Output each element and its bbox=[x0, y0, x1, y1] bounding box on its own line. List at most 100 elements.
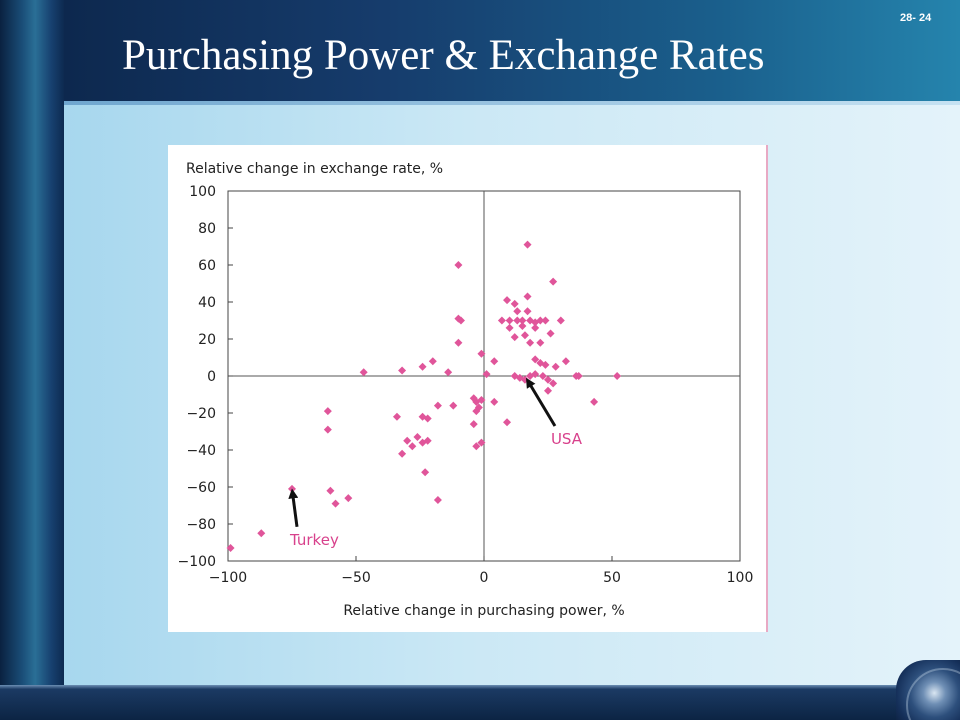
data-point bbox=[541, 316, 550, 325]
slide-number: 28- 24 bbox=[900, 12, 932, 24]
data-point bbox=[477, 396, 486, 405]
data-point bbox=[518, 316, 527, 325]
data-point bbox=[490, 397, 499, 406]
data-point bbox=[538, 372, 547, 380]
annotations: USA Turkey bbox=[288, 377, 583, 549]
data-point bbox=[490, 357, 499, 366]
data-point bbox=[421, 468, 430, 477]
data-point bbox=[444, 368, 453, 377]
data-point bbox=[344, 494, 353, 503]
y-tick-label: 100 bbox=[189, 184, 216, 200]
data-point bbox=[531, 323, 540, 332]
data-point bbox=[561, 357, 570, 366]
data-point bbox=[323, 425, 332, 434]
y-tick-label: 20 bbox=[198, 332, 216, 348]
data-point bbox=[398, 449, 407, 458]
data-point bbox=[536, 338, 545, 347]
y-tick-label: −40 bbox=[186, 443, 216, 459]
data-point bbox=[513, 307, 522, 316]
data-point bbox=[505, 316, 514, 325]
data-point bbox=[546, 329, 555, 338]
data-point bbox=[551, 362, 560, 371]
data-point bbox=[523, 292, 532, 301]
y-tick-label: −20 bbox=[186, 406, 216, 422]
data-point bbox=[544, 375, 552, 384]
data-point bbox=[590, 397, 599, 406]
data-point bbox=[413, 433, 422, 442]
data-point bbox=[513, 316, 522, 325]
y-tick-label: 0 bbox=[207, 369, 216, 385]
x-tick-label: −100 bbox=[209, 570, 247, 586]
x-tick-label: −50 bbox=[341, 570, 371, 586]
y-axis-title: Relative change in exchange rate, % bbox=[186, 161, 443, 177]
scatter-chart: Relative change in exchange rate, % Rela… bbox=[168, 145, 768, 632]
x-tick-label: 0 bbox=[480, 570, 489, 586]
data-point bbox=[403, 436, 412, 445]
data-point bbox=[472, 442, 481, 451]
data-point bbox=[536, 316, 545, 325]
data-point bbox=[549, 277, 558, 286]
data-point bbox=[472, 407, 481, 416]
data-point bbox=[477, 438, 486, 447]
x-tick-label: 100 bbox=[727, 570, 754, 586]
data-point bbox=[226, 544, 235, 553]
left-decorative-bar bbox=[0, 0, 64, 720]
data-point bbox=[518, 322, 527, 331]
annotation-usa-arrow bbox=[525, 377, 557, 427]
y-tick-label: −100 bbox=[178, 554, 216, 570]
annotation-usa-label: USA bbox=[551, 430, 583, 448]
data-point bbox=[541, 360, 550, 369]
data-point bbox=[503, 418, 512, 427]
data-point bbox=[510, 299, 519, 308]
data-point bbox=[469, 420, 478, 429]
data-point bbox=[418, 362, 427, 371]
scatter-chart-svg: Relative change in exchange rate, % Rela… bbox=[178, 161, 754, 619]
data-point bbox=[331, 499, 340, 508]
data-point bbox=[526, 338, 535, 347]
data-point bbox=[544, 386, 552, 395]
x-tick-label: 50 bbox=[603, 570, 621, 586]
x-axis-title: Relative change in purchasing power, % bbox=[343, 603, 624, 619]
data-point bbox=[503, 296, 512, 305]
data-point bbox=[454, 261, 463, 269]
data-point bbox=[449, 401, 458, 410]
data-point bbox=[392, 412, 401, 421]
globe-logo-icon bbox=[896, 660, 960, 720]
y-tick-label: 80 bbox=[198, 221, 216, 237]
annotation-turkey-arrow bbox=[288, 488, 299, 528]
y-tick-label: 40 bbox=[198, 295, 216, 311]
y-tick-label: −60 bbox=[186, 480, 216, 496]
data-point bbox=[433, 401, 442, 410]
data-point bbox=[520, 331, 529, 340]
title-underline bbox=[64, 101, 960, 105]
data-point bbox=[433, 495, 442, 504]
data-point bbox=[549, 379, 558, 388]
zero-lines bbox=[228, 191, 740, 561]
data-point bbox=[454, 338, 463, 347]
data-point bbox=[423, 414, 432, 423]
x-tick-labels: −100 −50 0 50 100 bbox=[209, 556, 754, 586]
data-point bbox=[523, 240, 532, 249]
y-tick-label: −80 bbox=[186, 517, 216, 533]
data-point bbox=[323, 407, 332, 416]
y-tick-labels: 100 80 60 40 20 0 −20 −40 −60 −80 −100 bbox=[178, 184, 233, 570]
data-point bbox=[482, 370, 491, 379]
data-point bbox=[359, 368, 368, 377]
annotation-turkey-label: Turkey bbox=[289, 531, 339, 549]
data-point bbox=[408, 442, 417, 451]
data-points bbox=[226, 240, 622, 553]
data-point bbox=[556, 316, 565, 325]
data-point bbox=[326, 486, 335, 495]
data-point bbox=[613, 372, 622, 380]
data-point bbox=[505, 323, 514, 332]
data-point bbox=[574, 372, 583, 380]
data-point bbox=[477, 349, 486, 358]
data-point bbox=[257, 529, 266, 538]
data-point bbox=[398, 366, 407, 375]
data-point bbox=[531, 355, 540, 364]
y-tick-label: 60 bbox=[198, 258, 216, 274]
data-point bbox=[469, 394, 478, 403]
data-point bbox=[423, 436, 432, 445]
data-point bbox=[531, 370, 540, 379]
data-point bbox=[497, 316, 506, 325]
